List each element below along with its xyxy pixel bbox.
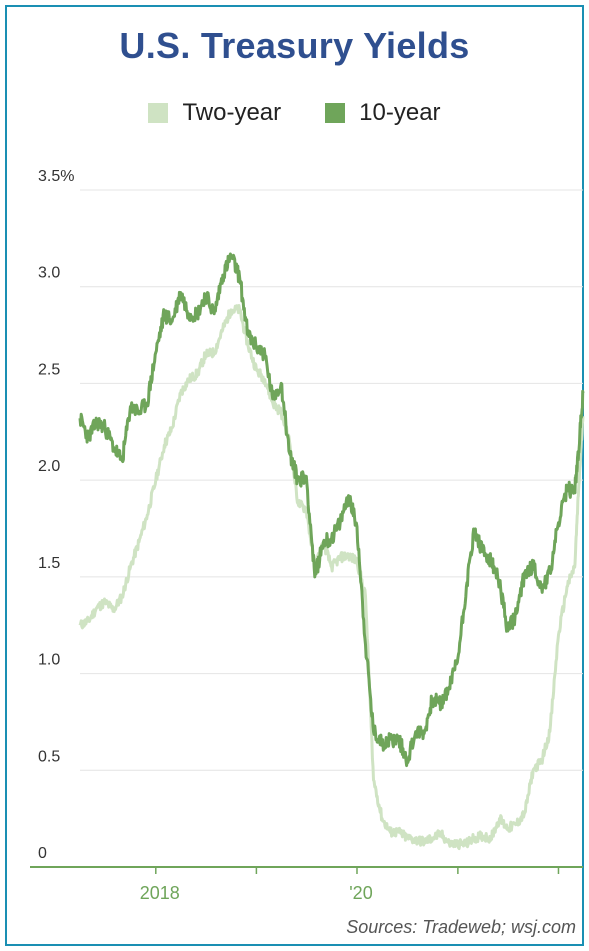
legend-item-two-year: Two-year [148,99,281,127]
legend: Two-year 10-year [7,99,582,127]
y-tick-label: 1.0 [38,652,60,669]
y-tick-label: 0.5 [38,748,60,765]
legend-label-ten-year: 10-year [359,99,441,126]
legend-swatch-ten-year [325,103,346,123]
y-tick-label: 0 [38,845,47,862]
x-tick-label: 2018 [140,883,180,903]
y-tick-label: 1.5 [38,555,60,572]
source-note: Sources: Tradeweb; wsj.com [346,917,576,937]
legend-item-ten-year: 10-year [325,99,441,127]
y-tick-label: 3.5% [38,168,74,185]
series-line-ten-year [78,252,585,768]
legend-label-two-year: Two-year [182,99,282,126]
legend-swatch-two-year [148,103,169,123]
x-tick-label: '20 [349,883,372,903]
y-tick-label: 2.5 [38,361,60,378]
y-tick-label: 2.0 [38,458,60,475]
y-tick-label: 3.0 [38,265,60,282]
series-line-two-year [78,304,585,851]
chart-title: U.S. Treasury Yields [119,25,470,66]
